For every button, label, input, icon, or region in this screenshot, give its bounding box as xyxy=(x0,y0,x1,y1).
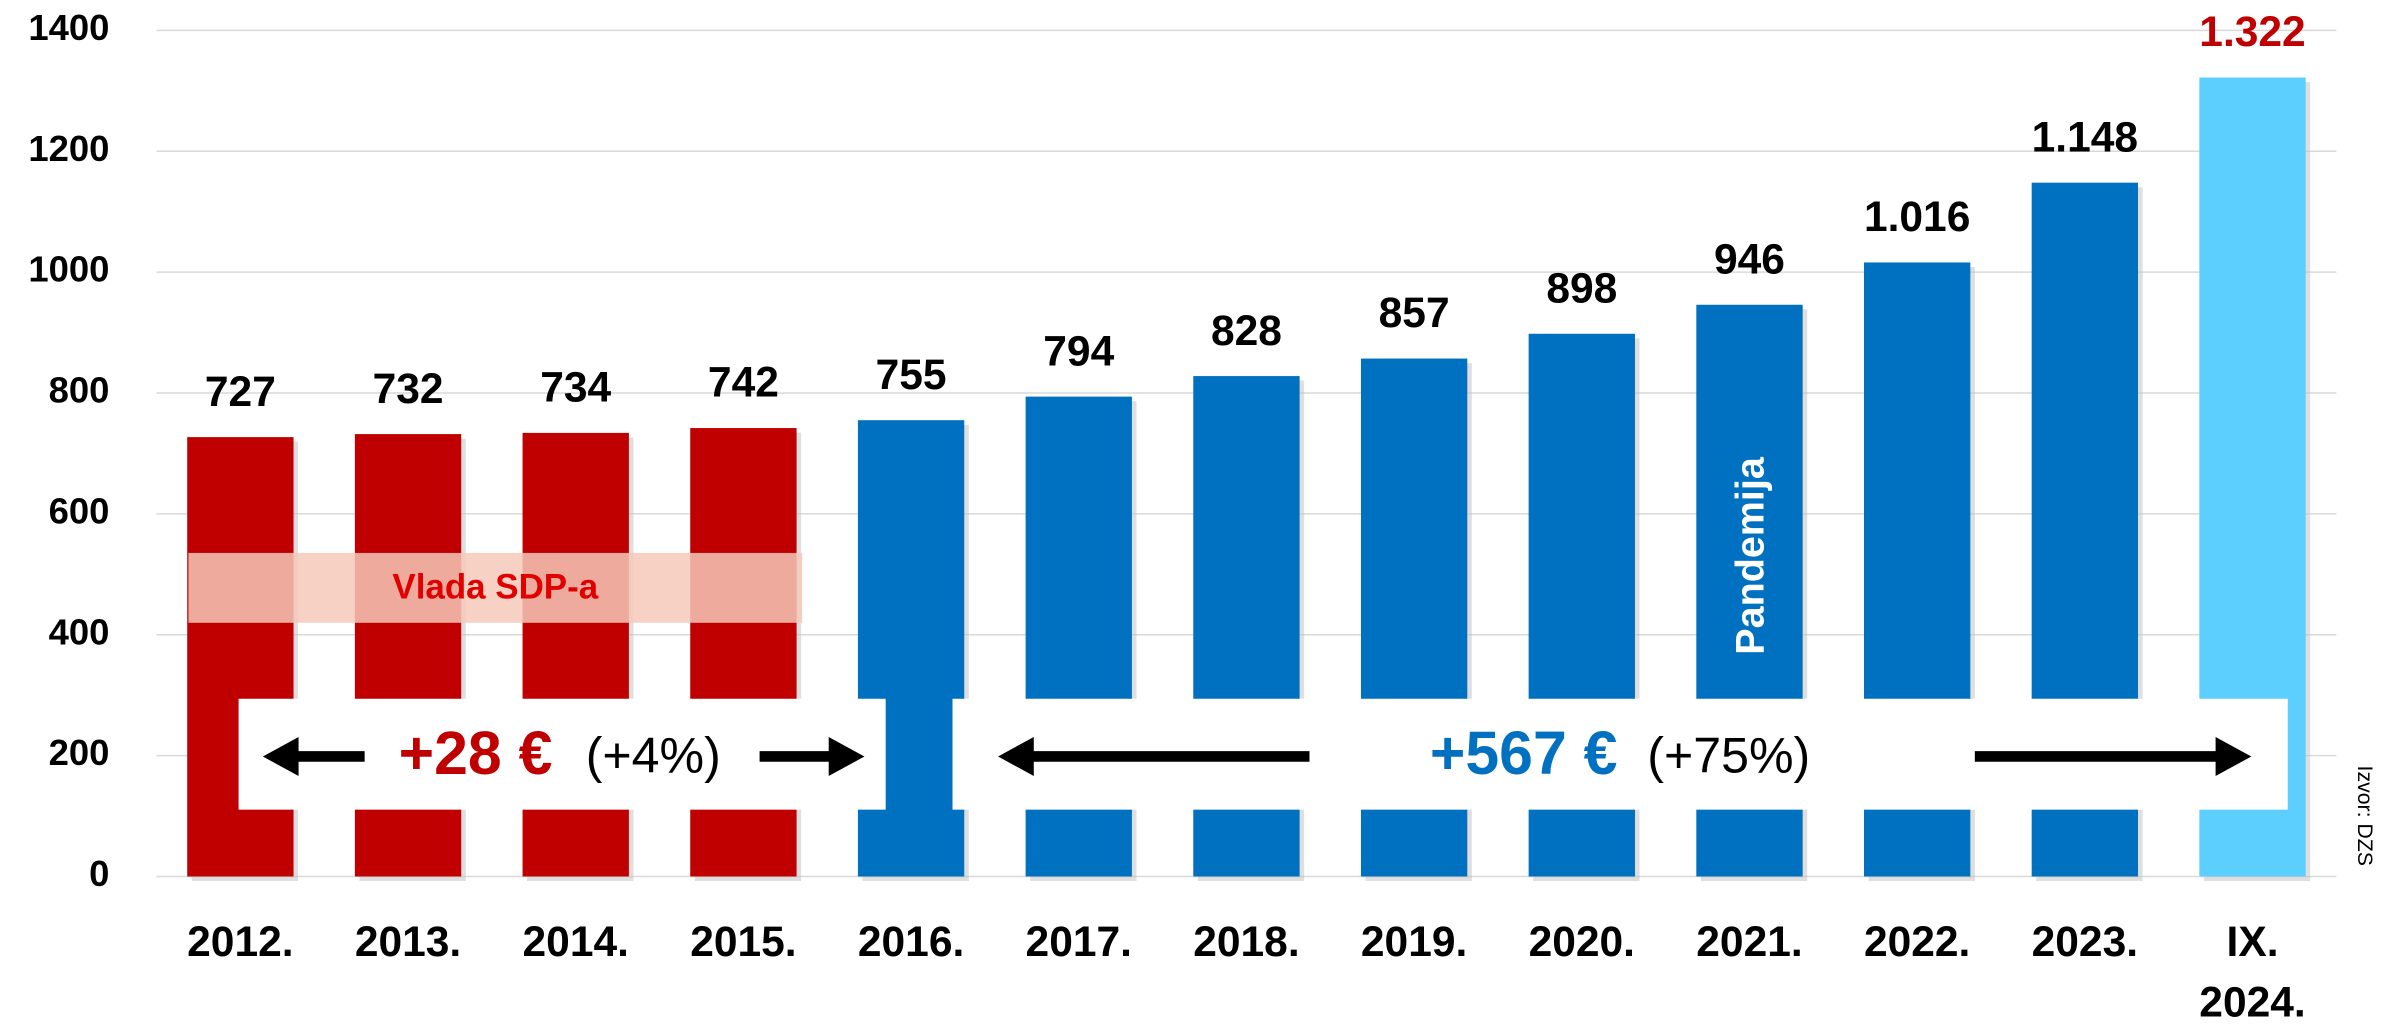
pandemic-label: Pandemija xyxy=(1728,456,1772,655)
value-label: 755 xyxy=(876,351,947,399)
value-label: 1.016 xyxy=(1864,193,1970,241)
value-label: 898 xyxy=(1546,264,1617,312)
value-label: 828 xyxy=(1211,307,1282,355)
page: {"chart_data": { "type": "bar", "categor… xyxy=(0,0,2382,1029)
y-tick-label: 1000 xyxy=(28,249,109,290)
y-tick-label: 400 xyxy=(49,611,110,652)
value-label: 946 xyxy=(1714,235,1785,283)
x-tick-line: IX. xyxy=(2227,918,2279,966)
x-tick-label: 2023. xyxy=(2032,918,2138,966)
change-percent: (+75%) xyxy=(1647,728,1810,784)
value-label: 794 xyxy=(1043,327,1114,375)
y-tick-label: 600 xyxy=(49,490,110,531)
y-tick-label: 1400 xyxy=(28,7,109,48)
x-tick-label: 2017. xyxy=(1026,918,1132,966)
x-tick-label: 2013. xyxy=(355,918,461,966)
y-tick-label: 200 xyxy=(49,732,110,773)
y-tick-label: 1200 xyxy=(28,128,109,169)
x-tick-label: 2022. xyxy=(1864,918,1970,966)
x-tick-label: 2012. xyxy=(187,918,293,966)
value-label: 727 xyxy=(205,368,276,416)
government-label: Vlada SDP-a xyxy=(392,568,598,607)
x-tick-line: 2024. xyxy=(2199,979,2305,1027)
x-tick-label: IX. 2024. xyxy=(2199,918,2305,1027)
value-label: 1.148 xyxy=(2032,113,2138,161)
x-tick-label: 2014. xyxy=(523,918,629,966)
x-tick-label: 2016. xyxy=(858,918,964,966)
value-label: 857 xyxy=(1379,289,1450,337)
x-tick-label: 2021. xyxy=(1696,918,1802,966)
value-label: 734 xyxy=(540,364,611,412)
y-tick-label: 0 xyxy=(89,853,109,894)
x-tick-label: 2015. xyxy=(690,918,796,966)
x-tick-label: 2019. xyxy=(1361,918,1467,966)
value-label: 732 xyxy=(373,365,444,413)
change-amount: +567 € xyxy=(1430,719,1618,787)
x-tick-label: 2018. xyxy=(1193,918,1299,966)
bar xyxy=(523,433,629,877)
value-label: 742 xyxy=(708,359,779,407)
x-tick-label: 2020. xyxy=(1529,918,1635,966)
y-tick-label: 800 xyxy=(49,370,110,411)
bar xyxy=(355,434,461,876)
chart: 0 200 400 600 800 1000 1200 1400 2012. 727 2013. 73… xyxy=(0,0,2382,1029)
bar xyxy=(187,437,293,876)
value-label: 1.322 xyxy=(2199,8,2305,56)
source: Izvor: DZS xyxy=(2353,766,2377,866)
change-percent: (+4%) xyxy=(586,728,721,784)
change-amount: +28 € xyxy=(399,719,553,787)
